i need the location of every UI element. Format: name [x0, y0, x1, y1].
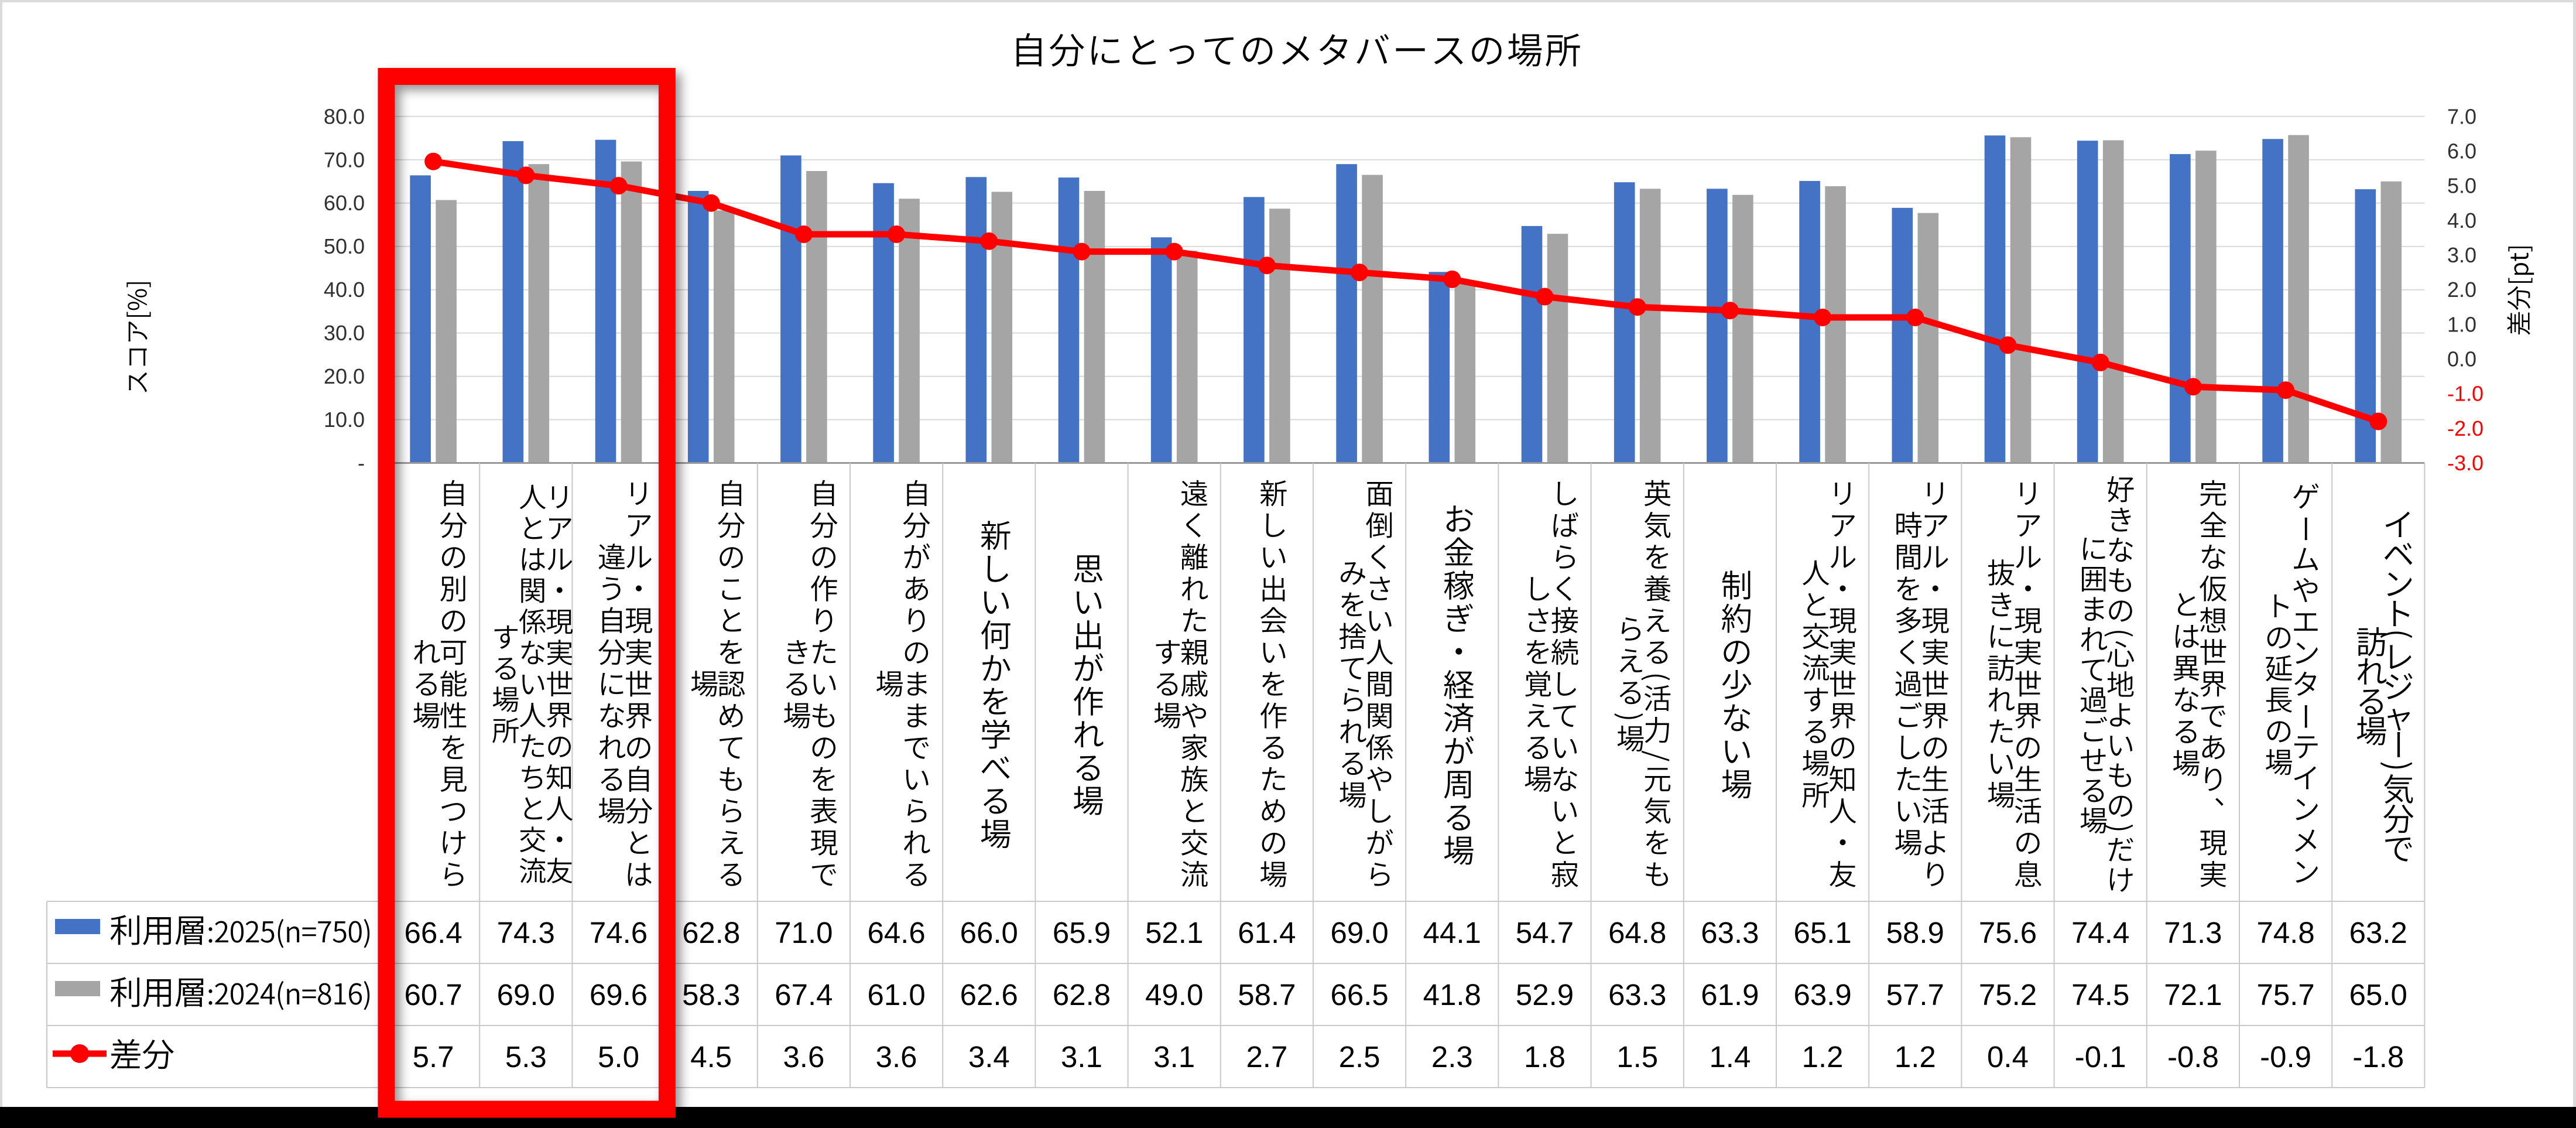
svg-text:74.6: 74.6: [590, 916, 648, 949]
svg-text:44.1: 44.1: [1423, 916, 1481, 949]
svg-text:3.1: 3.1: [1153, 1040, 1195, 1074]
svg-text:58.7: 58.7: [1238, 978, 1296, 1011]
svg-text:7.0: 7.0: [2447, 104, 2476, 128]
svg-text:66.0: 66.0: [960, 916, 1018, 949]
svg-text:74.8: 74.8: [2256, 916, 2314, 949]
svg-text:64.6: 64.6: [867, 916, 925, 949]
svg-text:49.0: 49.0: [1145, 978, 1203, 1011]
svg-text:0.4: 0.4: [1987, 1040, 2029, 1074]
svg-text:20.0: 20.0: [324, 364, 365, 388]
svg-text:61.0: 61.0: [867, 978, 925, 1011]
svg-text:1.4: 1.4: [1709, 1040, 1751, 1074]
svg-text:52.9: 52.9: [1516, 978, 1574, 1011]
svg-text:74.3: 74.3: [497, 916, 555, 949]
svg-text:-0.9: -0.9: [2260, 1040, 2311, 1074]
svg-text:5.0: 5.0: [2447, 174, 2476, 198]
svg-text:3.1: 3.1: [1061, 1040, 1102, 1074]
svg-text:30.0: 30.0: [324, 321, 365, 345]
svg-text:75.7: 75.7: [2256, 978, 2314, 1011]
svg-text:69.0: 69.0: [1330, 916, 1388, 949]
svg-text:62.6: 62.6: [960, 978, 1018, 1011]
svg-text:41.8: 41.8: [1423, 978, 1481, 1011]
svg-text:40.0: 40.0: [324, 278, 365, 302]
svg-text:1.2: 1.2: [1895, 1040, 1936, 1074]
svg-text:50.0: 50.0: [324, 234, 365, 258]
svg-text:69.6: 69.6: [590, 978, 648, 1011]
svg-text:71.3: 71.3: [2164, 916, 2222, 949]
svg-text:3.0: 3.0: [2447, 243, 2476, 267]
svg-text:-0.1: -0.1: [2075, 1040, 2126, 1074]
svg-text:-0.8: -0.8: [2167, 1040, 2219, 1074]
svg-text:63.2: 63.2: [2349, 916, 2407, 949]
svg-text:1.8: 1.8: [1524, 1040, 1566, 1074]
svg-text:65.9: 65.9: [1053, 916, 1111, 949]
svg-text:3.4: 3.4: [968, 1040, 1010, 1074]
svg-text:62.8: 62.8: [682, 916, 740, 949]
svg-text:1.2: 1.2: [1802, 1040, 1844, 1074]
svg-text:2.5: 2.5: [1339, 1040, 1381, 1074]
svg-text:75.6: 75.6: [1979, 916, 2037, 949]
svg-text:54.7: 54.7: [1516, 916, 1574, 949]
svg-text:1.0: 1.0: [2447, 312, 2476, 336]
svg-text:71.0: 71.0: [775, 916, 833, 949]
svg-text:6.0: 6.0: [2447, 139, 2476, 163]
svg-text:66.5: 66.5: [1330, 978, 1388, 1011]
svg-text:-1.8: -1.8: [2352, 1040, 2404, 1074]
svg-text:74.4: 74.4: [2071, 916, 2129, 949]
svg-text:60.7: 60.7: [404, 978, 462, 1011]
svg-text:3.6: 3.6: [876, 1040, 917, 1074]
svg-text:2.0: 2.0: [2447, 278, 2476, 302]
svg-text:2.3: 2.3: [1431, 1040, 1473, 1074]
svg-text:66.4: 66.4: [404, 916, 462, 949]
svg-text:5.0: 5.0: [598, 1040, 639, 1074]
svg-text:63.9: 63.9: [1793, 978, 1851, 1011]
svg-text:10.0: 10.0: [324, 408, 365, 432]
svg-text:63.3: 63.3: [1701, 916, 1759, 949]
svg-text:-3.0: -3.0: [2447, 451, 2483, 475]
svg-text:70.0: 70.0: [324, 148, 365, 172]
svg-text:64.8: 64.8: [1608, 916, 1666, 949]
svg-text:1.5: 1.5: [1616, 1040, 1658, 1074]
svg-text:60.0: 60.0: [324, 191, 365, 215]
svg-text:5.7: 5.7: [413, 1040, 454, 1074]
svg-text:65.0: 65.0: [2349, 978, 2407, 1011]
svg-text:61.9: 61.9: [1701, 978, 1759, 1011]
svg-text:5.3: 5.3: [505, 1040, 547, 1074]
svg-text:-1.0: -1.0: [2447, 382, 2483, 406]
svg-text:65.1: 65.1: [1793, 916, 1851, 949]
svg-text:-: -: [358, 451, 365, 475]
svg-text:57.7: 57.7: [1886, 978, 1944, 1011]
svg-text:3.6: 3.6: [783, 1040, 824, 1074]
svg-text:75.2: 75.2: [1979, 978, 2037, 1011]
svg-text:52.1: 52.1: [1145, 916, 1203, 949]
svg-text:4.5: 4.5: [690, 1040, 732, 1074]
svg-text:74.5: 74.5: [2071, 978, 2129, 1011]
svg-text:61.4: 61.4: [1238, 916, 1296, 949]
svg-text:2.7: 2.7: [1246, 1040, 1287, 1074]
svg-text:0.0: 0.0: [2447, 347, 2476, 371]
svg-text:63.3: 63.3: [1608, 978, 1666, 1011]
svg-text:69.0: 69.0: [497, 978, 555, 1011]
svg-text:62.8: 62.8: [1053, 978, 1111, 1011]
svg-text:4.0: 4.0: [2447, 208, 2476, 233]
svg-text:58.3: 58.3: [682, 978, 740, 1011]
svg-text:72.1: 72.1: [2164, 978, 2222, 1011]
svg-text:58.9: 58.9: [1886, 916, 1944, 949]
svg-text:67.4: 67.4: [775, 978, 833, 1011]
svg-text:80.0: 80.0: [324, 104, 365, 128]
svg-text:-2.0: -2.0: [2447, 416, 2483, 440]
